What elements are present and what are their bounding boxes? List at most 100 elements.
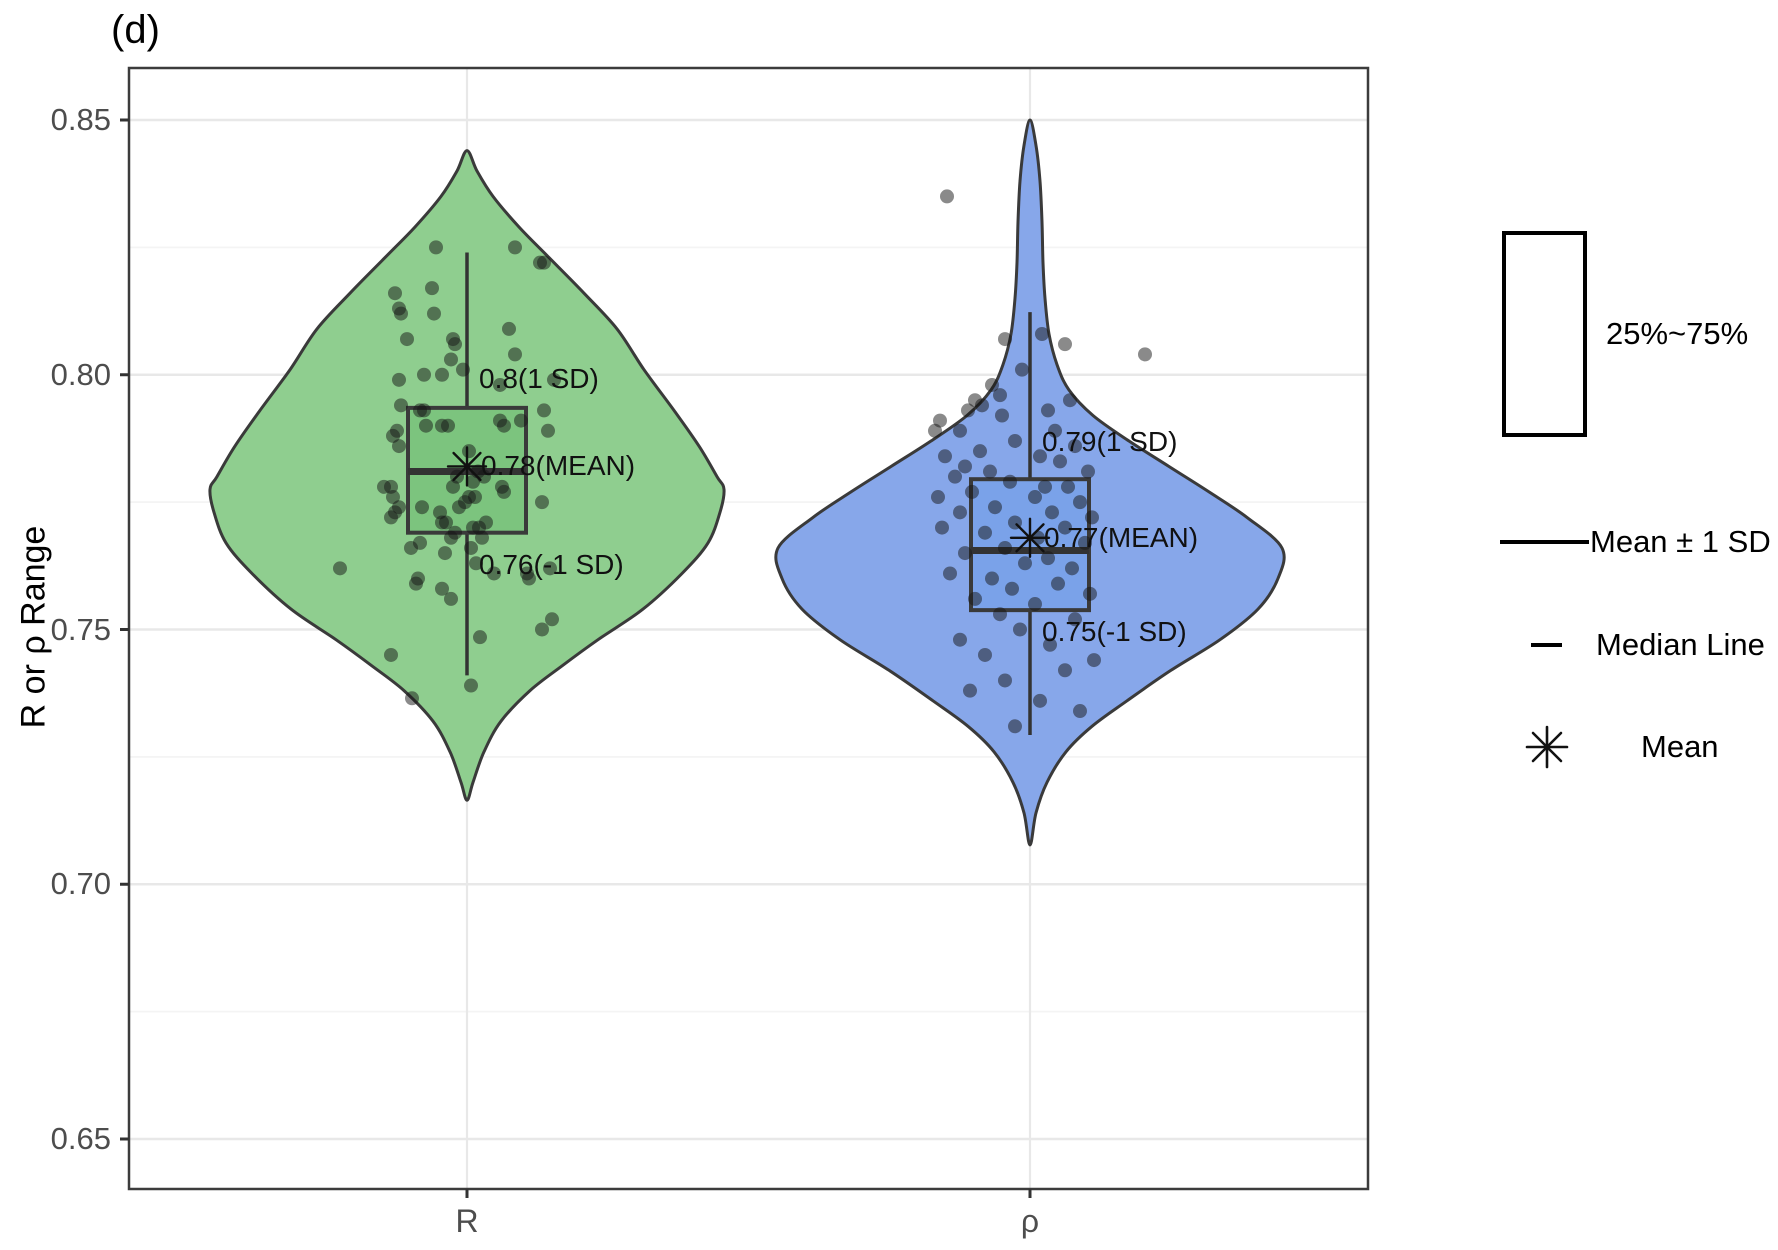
mean-asterisk [1009, 517, 1051, 558]
data-point [958, 546, 972, 561]
data-point [522, 571, 536, 586]
data-point [386, 490, 400, 505]
data-point [1058, 663, 1072, 678]
data-point [1048, 423, 1062, 438]
data-point [404, 540, 418, 555]
data-point [419, 418, 433, 433]
data-point [965, 484, 979, 499]
data-point [1008, 719, 1022, 734]
data-point [425, 281, 439, 296]
data-point [439, 515, 453, 530]
data-point [469, 556, 483, 571]
data-point [943, 566, 957, 581]
data-point [1033, 693, 1047, 708]
data-point [1058, 520, 1072, 535]
data-point [1028, 490, 1042, 505]
data-point [545, 612, 559, 627]
data-point [514, 413, 528, 428]
data-point [1033, 449, 1047, 464]
data-point [444, 591, 458, 606]
data-point [1053, 454, 1067, 469]
legend-sd-label: Mean ± 1 SD [1590, 524, 1771, 559]
data-point [998, 540, 1012, 555]
data-point [446, 479, 460, 494]
data-point [1068, 612, 1082, 627]
data-point [938, 449, 952, 464]
data-point [1085, 510, 1099, 525]
data-point [464, 540, 478, 555]
data-point [1041, 403, 1055, 418]
mean-asterisk [446, 446, 488, 487]
annotation-mean: 0.78(MEAN) [481, 450, 636, 482]
data-point [435, 581, 449, 596]
data-point [435, 367, 449, 382]
data-point [1043, 637, 1057, 652]
data-point [333, 561, 347, 576]
mean-asterisk-stroke [452, 451, 482, 482]
data-point [948, 469, 962, 484]
data-point [502, 321, 516, 336]
legend-iqr-box-icon [1502, 231, 1587, 437]
data-point [543, 561, 557, 576]
data-point [1003, 474, 1017, 489]
data-point [390, 423, 404, 438]
legend-median-line-icon [1531, 643, 1562, 647]
data-point [479, 515, 493, 530]
y-tick-label: 0.80 [50, 356, 111, 392]
data-point [1008, 433, 1022, 448]
data-point [493, 377, 507, 392]
data-point [1081, 464, 1095, 479]
data-point [384, 647, 398, 662]
data-point [462, 444, 476, 459]
data-point [1073, 495, 1087, 510]
data-point [1063, 393, 1077, 408]
y-tick-label: 0.75 [50, 611, 111, 647]
data-point [392, 372, 406, 387]
data-point [384, 510, 398, 525]
mean-asterisk-stroke [1015, 523, 1045, 553]
plot-title: (d) [111, 8, 160, 52]
x-category-label: R [455, 1203, 479, 1239]
data-point [935, 520, 949, 535]
data-point [928, 423, 942, 438]
data-point [547, 372, 561, 387]
annotation-mean: 0.77(MEAN) [1044, 521, 1199, 553]
data-point [985, 571, 999, 586]
data-point [995, 408, 1009, 423]
data-point [444, 530, 458, 545]
legend-mean-label: Mean [1641, 729, 1719, 764]
data-point [993, 388, 1007, 403]
data-point [409, 576, 423, 591]
data-point [413, 403, 427, 418]
data-point [978, 647, 992, 662]
data-point [1061, 479, 1075, 494]
annotation-upper-sd: 0.8(1 SD) [479, 362, 599, 394]
data-point [495, 479, 509, 494]
data-point [508, 240, 522, 255]
data-point [953, 505, 967, 520]
data-point [394, 398, 408, 413]
data-point [441, 418, 455, 433]
data-point [1058, 337, 1072, 352]
data-point [1045, 505, 1059, 520]
data-point [394, 306, 408, 321]
data-point [415, 500, 429, 515]
y-tick-label: 0.65 [50, 1121, 111, 1156]
data-point [1013, 622, 1027, 637]
data-point [993, 607, 1007, 622]
data-point [1138, 347, 1152, 362]
data-point [1041, 551, 1055, 566]
data-point [931, 490, 945, 505]
data-point [497, 418, 511, 433]
data-point [1051, 576, 1065, 591]
data-point [1038, 479, 1052, 494]
data-point [958, 459, 972, 474]
data-point [444, 352, 458, 367]
data-point [968, 591, 982, 606]
data-point [1015, 362, 1029, 377]
data-point [1078, 535, 1092, 550]
data-point [963, 683, 977, 698]
data-point [400, 332, 414, 347]
data-point [541, 423, 555, 438]
